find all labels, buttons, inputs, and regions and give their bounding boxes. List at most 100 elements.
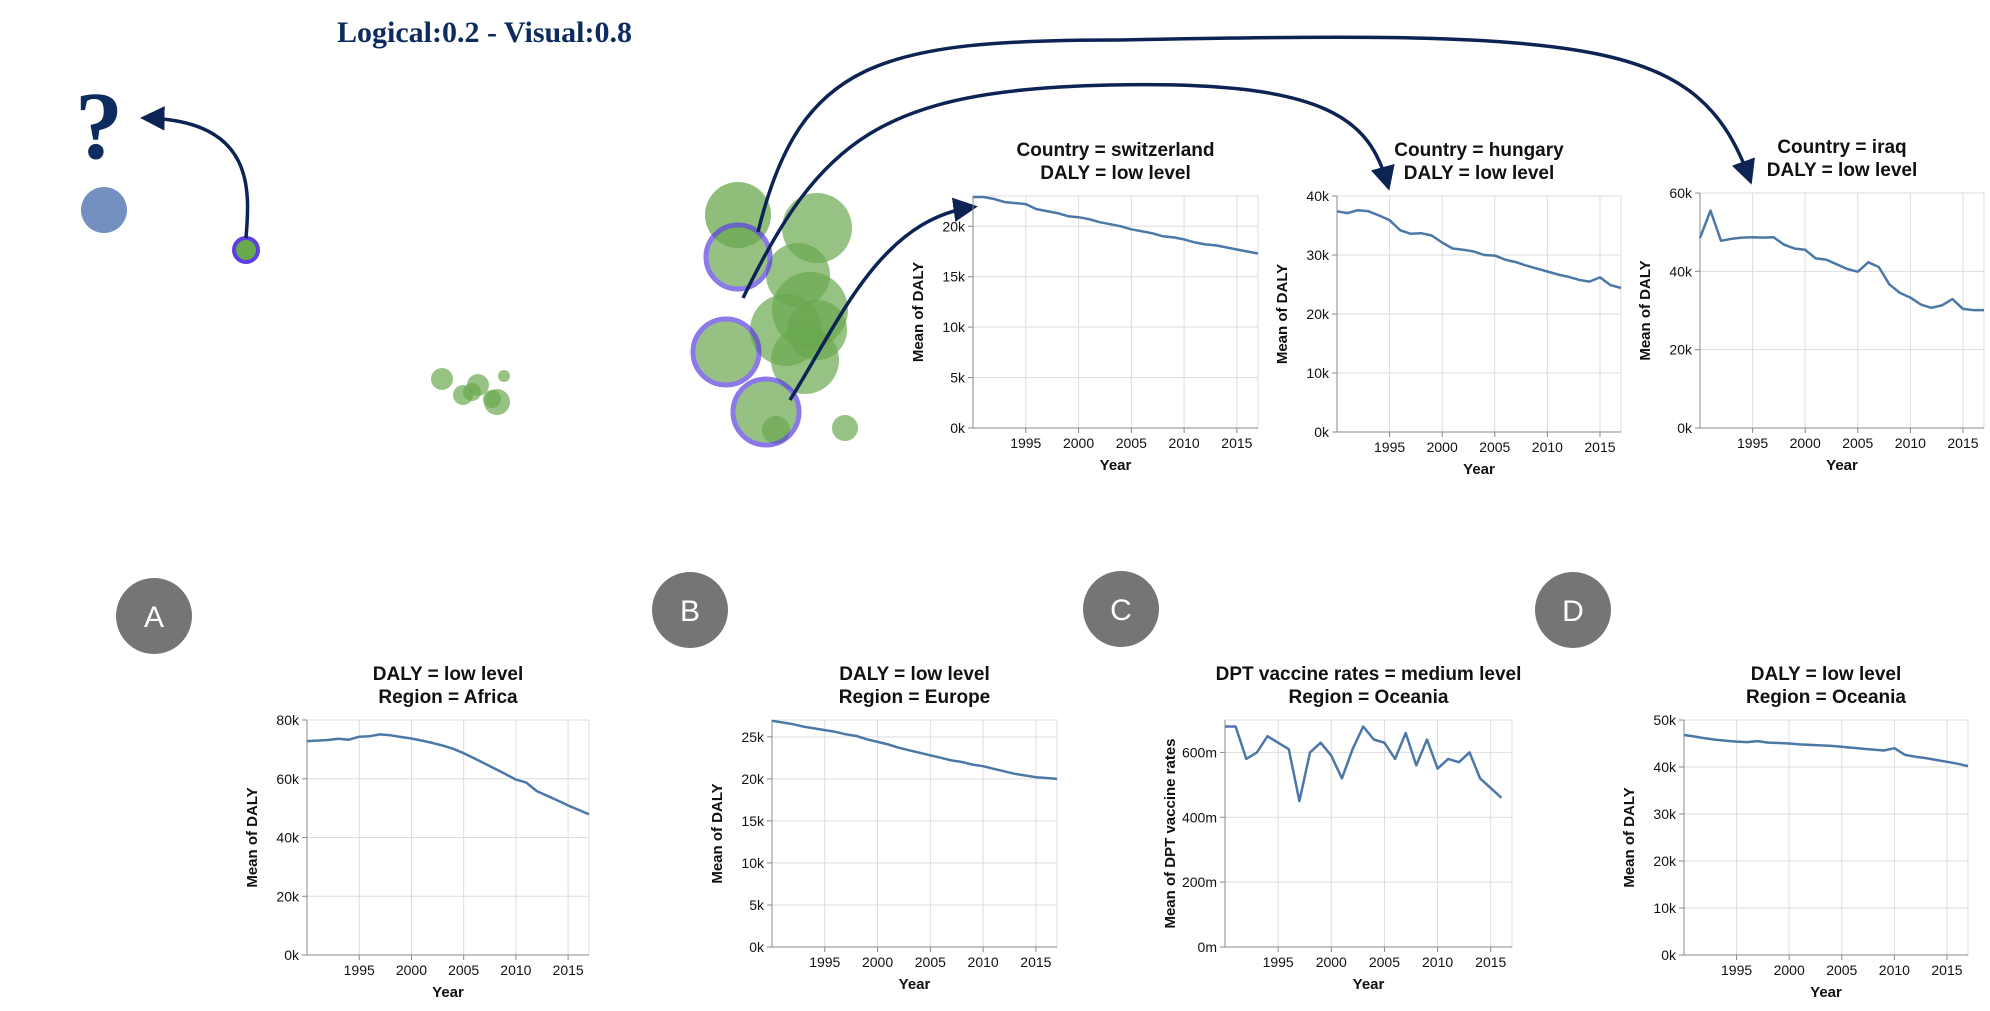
plot-frame (1699, 192, 1985, 429)
y-tick-label: 0k (1661, 947, 1677, 963)
x-tick-label: 2005 (1116, 435, 1147, 451)
bubble (431, 368, 453, 390)
series-line (1336, 208, 1622, 290)
x-axis-title: Year (899, 976, 931, 993)
y-tick-label: 0k (950, 420, 966, 436)
y-tick-label: 10k (1306, 365, 1330, 381)
x-tick-label: 2010 (1895, 435, 1926, 451)
y-tick-label: 40k (1653, 759, 1677, 775)
series-line (1683, 733, 1969, 768)
x-tick-label: 2000 (1774, 962, 1805, 978)
y-tick-label: 10k (1653, 900, 1677, 916)
chart-5: 1995 2000 2005 2010 2015 0m 200m 400m 600m DPT va… (1162, 664, 1521, 993)
x-tick-label: 2000 (1427, 439, 1458, 455)
y-tick-label: 40k (1306, 188, 1330, 204)
x-tick-label: 2015 (1221, 435, 1252, 451)
x-tick-label: 2010 (500, 962, 531, 978)
chart-title: Region = Europe (839, 687, 991, 708)
x-tick-label: 2010 (1422, 954, 1453, 970)
highlighted-bubble[interactable] (690, 316, 762, 388)
connector-arrows (741, 35, 1755, 401)
x-tick-label: 2005 (1479, 439, 1510, 455)
x-tick-label: 2015 (553, 962, 584, 978)
y-tick-label: 5k (749, 897, 765, 913)
y-tick-label: 15k (741, 813, 765, 829)
y-tick-label: 25k (741, 729, 765, 745)
y-axis-title: Mean of DPT vaccine rates (1162, 738, 1179, 928)
badge-circle (1535, 572, 1611, 648)
badge-b: B (652, 572, 728, 648)
y-axis-title: Mean of DALY (1637, 260, 1654, 360)
x-tick-label: 2000 (1063, 435, 1094, 451)
plot-frame (972, 195, 1259, 429)
y-tick-label: 60k (276, 771, 300, 787)
series-line (771, 719, 1058, 781)
y-tick-label: 40k (276, 830, 300, 846)
x-tick-label: 2000 (396, 962, 427, 978)
x-axis-title: Year (1463, 461, 1495, 478)
chart-2: 1995 2000 2005 2010 2015 0k 20k 40k 60k Country =… (1637, 137, 1985, 474)
x-tick-label: 2015 (1931, 962, 1962, 978)
x-axis-title: Year (432, 984, 464, 1001)
badge-label: C (1110, 594, 1132, 627)
x-tick-label: 2005 (915, 954, 946, 970)
x-tick-label: 2015 (1947, 435, 1978, 451)
badge-label: D (1562, 595, 1584, 628)
series-line (1698, 209, 1984, 312)
x-tick-label: 2005 (1369, 954, 1400, 970)
y-tick-label: 10k (942, 319, 966, 335)
y-tick-label: 20k (1653, 853, 1677, 869)
small-bubble-cluster (431, 368, 510, 415)
y-tick-label: 0k (284, 947, 300, 963)
chart-0: 1995 2000 2005 2010 2015 0k 5k 10k 15k 20k Country… (910, 140, 1259, 474)
y-tick-label: 10k (741, 855, 765, 871)
large-bubble-cluster (690, 182, 858, 448)
badge-circle (116, 578, 192, 654)
chart-title: Region = Oceania (1746, 687, 1906, 708)
page-title: Logical:0.2 - Visual:0.8 (337, 16, 632, 49)
highlighted-bubble[interactable] (730, 376, 802, 448)
x-tick-label: 1995 (1374, 439, 1405, 455)
y-tick-label: 60k (1669, 185, 1693, 201)
question-mark-icon: ? (75, 72, 123, 179)
chart-title: DALY = low level (1767, 160, 1918, 181)
y-tick-label: 0k (1314, 424, 1330, 440)
selected-point[interactable] (232, 236, 260, 264)
x-tick-label: 1995 (809, 954, 840, 970)
chart-4: 1995 2000 2005 2010 2015 0k 5k 10k 15k 20k 25k DALY… (709, 664, 1058, 993)
badge-label: A (144, 601, 164, 634)
x-tick-label: 2010 (968, 954, 999, 970)
y-tick-label: 30k (1653, 806, 1677, 822)
arrow-to-hungary (741, 82, 1395, 299)
y-tick-label: 400m (1182, 809, 1217, 825)
chart-title: Region = Africa (378, 687, 518, 708)
x-tick-label: 2005 (1826, 962, 1857, 978)
y-tick-label: 15k (942, 269, 966, 285)
faded-point (81, 187, 127, 233)
x-tick-label: 2010 (1879, 962, 1910, 978)
y-axis-title: Mean of DALY (709, 783, 726, 883)
badge-c: C (1083, 571, 1159, 647)
y-axis-title: Mean of DALY (910, 262, 927, 362)
series-line (306, 733, 590, 816)
plot-frame (771, 719, 1058, 948)
x-tick-label: 1995 (1010, 435, 1041, 451)
chart-title: DALY = low level (1751, 664, 1902, 685)
y-axis-title: Mean of DALY (1274, 264, 1291, 364)
highlighted-bubble[interactable] (703, 222, 773, 292)
x-tick-label: 1995 (344, 962, 375, 978)
y-tick-label: 20k (1306, 306, 1330, 322)
y-tick-label: 20k (942, 218, 966, 234)
series-line (1225, 725, 1503, 803)
y-tick-label: 0k (1677, 420, 1693, 436)
bubble (463, 383, 481, 401)
x-tick-label: 2005 (448, 962, 479, 978)
y-axis-title: Mean of DALY (244, 787, 261, 887)
badge-label: B (680, 595, 700, 628)
x-tick-label: 2010 (1532, 439, 1563, 455)
chart-1: 1995 2000 2005 2010 2015 0k 10k 20k 30k 40k Countr… (1274, 140, 1622, 478)
x-tick-label: 1995 (1263, 954, 1294, 970)
x-axis-title: Year (1100, 457, 1132, 474)
arrow-to-switzerland (788, 197, 978, 401)
